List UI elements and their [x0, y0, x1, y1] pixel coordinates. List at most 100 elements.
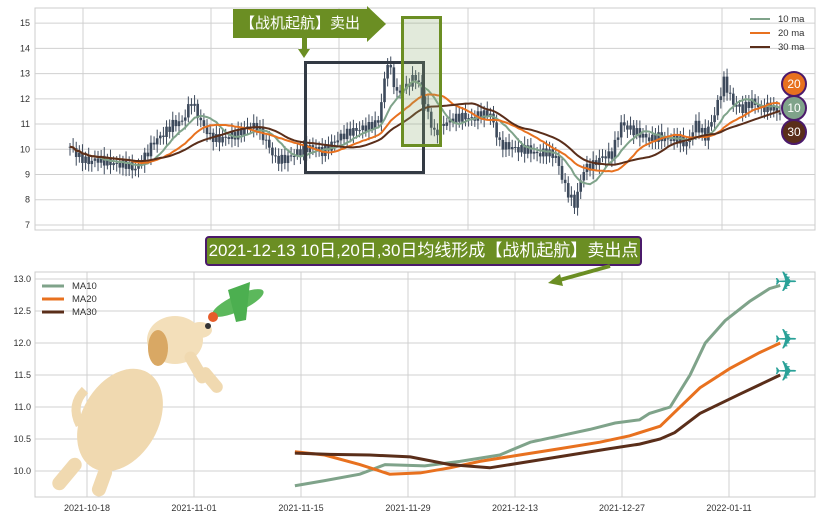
candle-body — [756, 104, 760, 108]
candle — [280, 148, 284, 172]
candle — [454, 105, 458, 132]
candle-body — [267, 139, 271, 148]
candle-body — [663, 136, 667, 142]
candle-body — [470, 117, 474, 119]
candle-body — [498, 137, 502, 140]
candle-body — [570, 194, 573, 198]
down-arrow-head — [298, 49, 310, 58]
candle — [501, 131, 505, 158]
candle-body — [239, 129, 243, 136]
candle — [445, 117, 449, 131]
candle-body — [464, 112, 467, 120]
candle-body — [218, 134, 221, 143]
legend-label: MA10 — [72, 281, 97, 292]
candle — [691, 125, 695, 146]
candle-body — [604, 156, 607, 159]
candle — [395, 78, 399, 99]
ma10-line — [294, 283, 781, 488]
candle-body — [358, 130, 361, 132]
candle-body — [532, 151, 536, 154]
candle — [576, 182, 579, 216]
candle-body — [84, 156, 87, 163]
candle-body — [193, 103, 196, 106]
candle-body — [96, 158, 100, 163]
candle-body — [598, 157, 601, 166]
candle-body — [414, 74, 417, 81]
candle — [277, 148, 280, 172]
candle-body — [635, 128, 639, 136]
candle — [697, 112, 701, 140]
candle-body — [280, 154, 284, 164]
candle — [190, 98, 193, 115]
candle-body — [719, 96, 723, 100]
candle-body — [233, 132, 237, 140]
candle-body — [775, 105, 779, 113]
candle — [162, 126, 165, 145]
candle-body — [626, 125, 629, 130]
candle-body — [386, 64, 389, 79]
candle-body — [311, 145, 315, 148]
candle-body — [622, 122, 626, 126]
candle-body — [454, 113, 458, 123]
candle-body — [520, 145, 523, 153]
candle-body — [535, 151, 539, 154]
candle-body — [246, 126, 249, 128]
consolidation-box — [304, 61, 425, 174]
candle-body — [582, 172, 586, 181]
candle-body — [442, 123, 445, 126]
y-tick-label: 10.5 — [13, 434, 31, 444]
candle-body — [302, 144, 305, 156]
candle-body — [130, 162, 134, 171]
candle-body — [607, 151, 611, 159]
candle — [364, 117, 368, 137]
candle — [152, 136, 156, 150]
candle-body — [417, 80, 421, 83]
candle-body — [345, 128, 349, 140]
candle — [389, 56, 393, 75]
y-tick-label: 15 — [20, 18, 30, 28]
plot-area — [34, 271, 816, 498]
candle-body — [691, 132, 695, 138]
candle — [414, 70, 417, 90]
candle — [74, 141, 78, 166]
candle — [710, 114, 713, 131]
candle — [361, 120, 365, 139]
candle-body — [112, 163, 115, 166]
y-tick-label: 13 — [20, 69, 30, 79]
candle-body — [289, 155, 293, 157]
candle-body — [700, 127, 704, 133]
down-arrow-icon — [302, 38, 307, 50]
candle-body — [190, 104, 193, 106]
candle — [510, 139, 514, 158]
candle-body — [576, 191, 579, 208]
candle-body — [492, 113, 495, 123]
candle-body — [557, 155, 561, 166]
candle-body — [772, 105, 776, 111]
candle-body — [713, 115, 716, 123]
candle-body — [669, 139, 673, 141]
candle-body — [741, 104, 744, 114]
candle-body — [327, 144, 330, 151]
candle — [246, 117, 249, 136]
y-tick-label: 10.0 — [13, 466, 31, 476]
candle — [626, 120, 629, 138]
candle — [498, 132, 502, 147]
candle-body — [445, 122, 449, 126]
airplane-icon: ✈ — [774, 356, 797, 387]
candle-body — [81, 152, 84, 163]
candle-body — [542, 148, 545, 157]
candle-body — [579, 180, 583, 192]
candle — [324, 139, 327, 162]
ma20-line — [69, 93, 781, 173]
candle — [470, 108, 474, 126]
arrow-head — [367, 6, 386, 42]
candle-body — [641, 133, 645, 138]
ma-badge: 20 — [781, 71, 807, 97]
candle-body — [551, 149, 554, 158]
candle — [174, 115, 178, 132]
candle — [570, 186, 573, 207]
candle — [87, 147, 90, 172]
candle — [165, 120, 168, 145]
candle-body — [317, 146, 321, 150]
